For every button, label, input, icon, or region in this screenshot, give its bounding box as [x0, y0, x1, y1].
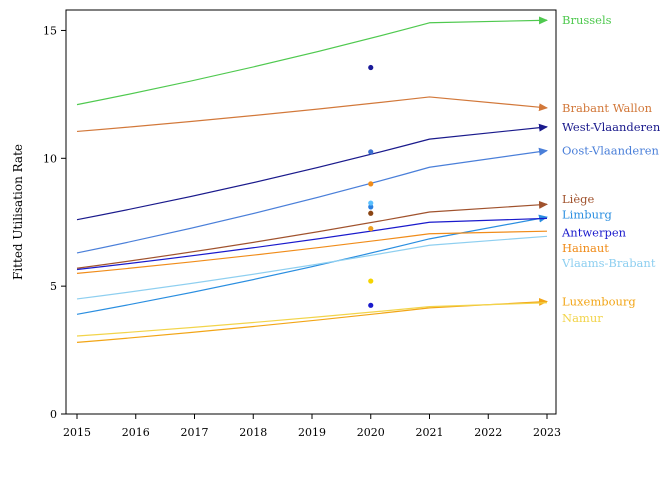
series-lines [76, 16, 548, 344]
series-label-brabant-wallon: Brabant Wallon [562, 101, 653, 115]
y-tick-label: 5 [50, 280, 57, 293]
point-2020-luxembourg [368, 226, 374, 232]
x-tick-label: 2022 [474, 426, 502, 439]
series-label-west-vlaanderen: West-Vlaanderen [562, 120, 661, 134]
series-line-hainaut [76, 230, 548, 274]
y-axis-label: Fitted Utilisation Rate [11, 144, 25, 280]
series-label-namur: Namur [562, 311, 603, 325]
series-points [368, 64, 374, 308]
x-tick-label: 2021 [416, 426, 444, 439]
x-tick-label: 2019 [298, 426, 326, 439]
series-line-oost-vlaanderen [76, 147, 548, 254]
point-2020-vlaams-brabant [368, 200, 374, 206]
series-label-antwerpen: Antwerpen [561, 225, 627, 239]
point-2020-limburg [368, 204, 374, 210]
series-line-brussels [76, 16, 548, 106]
series-line-li-ge [76, 200, 548, 269]
y-tick-label: 15 [43, 24, 57, 37]
series-labels: Brussels Brabant Wallon West-Vlaanderen Oos… [561, 13, 661, 325]
series-label-luxembourg: Luxembourg [562, 294, 636, 308]
y-tick-label: 0 [50, 408, 57, 421]
series-line-brabant-wallon [76, 96, 548, 133]
series-line-west-vlaanderen [76, 123, 548, 221]
series-line-limburg [76, 214, 548, 315]
series-line-luxembourg [76, 297, 548, 344]
series-label-li-ge: Liège [562, 192, 594, 206]
x-tick-label: 2023 [533, 426, 561, 439]
series-label-oost-vlaanderen: Oost-Vlaanderen [562, 144, 659, 158]
point-2020-brussels [368, 64, 374, 71]
series-label-limburg: Limburg [562, 208, 612, 222]
series-line-namur [76, 302, 548, 337]
x-tick-label: 2018 [239, 426, 267, 439]
point-2020-namur [368, 278, 374, 284]
plot-frame [65, 9, 557, 415]
series-line-antwerpen [76, 217, 548, 271]
x-tick-label: 2020 [357, 426, 385, 439]
y-tick-label: 10 [43, 152, 57, 165]
series-label-hainaut: Hainaut [562, 241, 609, 255]
point-2020-li-ge [368, 210, 374, 216]
x-tick-label: 2016 [122, 426, 150, 439]
point-2020-hainaut [368, 181, 374, 187]
x-tick-label: 2015 [63, 426, 91, 439]
series-line-vlaams-brabant [76, 235, 548, 300]
x-axis: 2015 2016 2017 2018 2019 2020 2021 2022 2023 [63, 414, 561, 439]
x-tick-label: 2017 [181, 426, 209, 439]
point-2020-antwerpen [368, 302, 374, 308]
point-2020-oost-vlaanderen [368, 149, 374, 155]
series-label-brussels: Brussels [562, 13, 612, 27]
series-label-vlaams-brabant: Vlaams-Brabant [561, 256, 656, 270]
y-axis: 0 5 10 15 [43, 24, 66, 421]
